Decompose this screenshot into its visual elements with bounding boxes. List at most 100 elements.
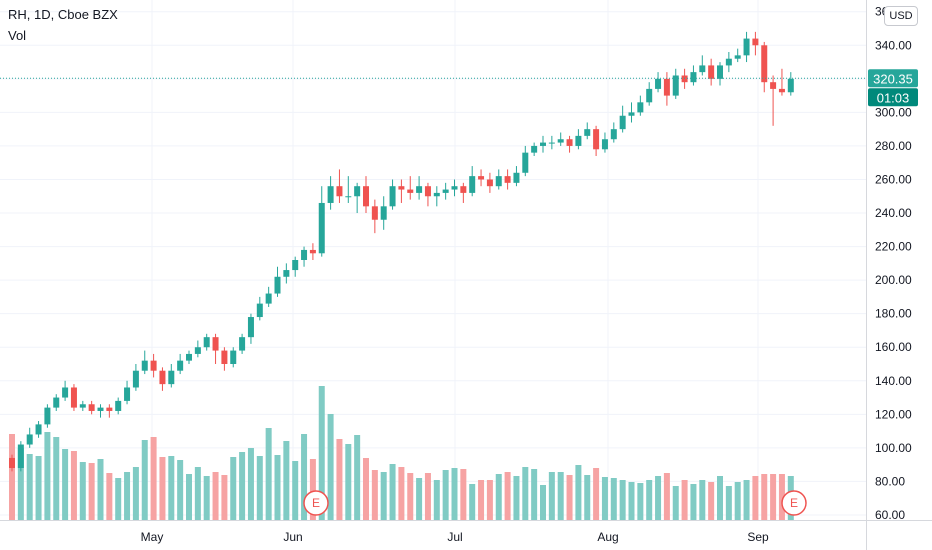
candle-body: [495, 176, 502, 187]
price-tick-label: 120.00: [875, 407, 912, 421]
candle-body: [371, 206, 378, 220]
volume-bar: [35, 456, 42, 520]
volume-bar: [150, 437, 157, 520]
candle-body: [717, 65, 723, 79]
volume-bar: [672, 486, 679, 520]
candle-body: [672, 75, 679, 96]
candle-body: [424, 186, 431, 197]
candle-body: [221, 350, 228, 364]
volume-bar: [416, 478, 423, 520]
candle-body: [566, 139, 573, 146]
time-axis-labels[interactable]: AprMayJunJulAugSep: [0, 530, 769, 544]
candle-body: [79, 404, 86, 408]
volume-bar: [44, 432, 51, 520]
candle-body: [787, 78, 794, 93]
price-tick-label: 80.00: [875, 474, 905, 488]
candle-body: [601, 139, 608, 150]
candle-body: [336, 186, 343, 197]
volume-label[interactable]: Vol: [8, 28, 27, 43]
volume-bar: [203, 476, 210, 520]
candle-body: [407, 189, 414, 193]
volume-bar: [88, 463, 95, 520]
price-tick-label: 260.00: [875, 172, 912, 186]
candle-body: [274, 276, 281, 294]
candle-body: [504, 176, 511, 183]
candle-body: [363, 186, 369, 207]
volume-bar: [106, 473, 113, 520]
candle-body: [141, 360, 148, 371]
candle-body: [469, 176, 476, 193]
candle-body: [53, 397, 60, 408]
volume-bar: [70, 451, 77, 520]
candle-body: [168, 370, 175, 385]
volume-bar: [690, 484, 697, 520]
candle-body: [743, 38, 750, 56]
countdown-tag-bg: [868, 88, 918, 107]
candle-body: [770, 82, 777, 89]
volume-bar: [708, 482, 715, 520]
time-axis-label: Aug: [597, 530, 618, 544]
candle-body: [26, 434, 33, 445]
volume-bar: [548, 472, 555, 520]
candle-body: [646, 88, 653, 103]
volume-bar: [141, 440, 148, 520]
volume-bar: [681, 480, 688, 520]
volume-bar: [230, 457, 237, 520]
candle-body: [557, 139, 564, 143]
candle-body: [230, 350, 237, 364]
volume-bar: [345, 444, 352, 520]
candle-body: [548, 142, 555, 144]
candle-body: [752, 38, 759, 46]
candle-body: [531, 145, 538, 153]
candle-body: [575, 135, 582, 146]
volume-bar: [752, 476, 759, 520]
earnings-marker[interactable]: [781, 490, 807, 516]
price-tick-label: 60.00: [875, 508, 905, 522]
candle-body: [584, 129, 591, 136]
candle-body: [708, 65, 715, 79]
volume-bars: [9, 386, 794, 520]
candle-body: [35, 424, 42, 435]
volume-bar: [247, 448, 254, 520]
candle-body: [690, 72, 697, 83]
candle-body: [778, 88, 785, 93]
candle-body: [283, 270, 290, 277]
candle-body: [637, 102, 644, 113]
candle-body: [132, 370, 139, 388]
volume-bar: [734, 482, 741, 520]
volume-bar: [309, 459, 316, 520]
earnings-marker[interactable]: [303, 490, 329, 516]
candle-body: [663, 78, 670, 96]
time-axis-label: May: [141, 530, 164, 544]
candle-body: [451, 186, 458, 190]
volume-bar: [566, 475, 573, 520]
volume-bar: [283, 441, 290, 520]
volume-bar: [460, 469, 467, 520]
candle-body: [380, 206, 387, 220]
chart-title[interactable]: RH, 1D, Cboe BZX: [8, 7, 118, 22]
earnings-marker-label: E: [312, 496, 320, 510]
volume-bar: [540, 485, 546, 520]
volume-bar: [575, 465, 582, 520]
price-tick-label: 100.00: [875, 441, 912, 455]
volume-bar: [115, 478, 122, 520]
candle-body: [88, 404, 95, 411]
candle-body: [540, 142, 546, 146]
volume-bar: [97, 459, 104, 520]
volume-bar: [336, 439, 343, 520]
time-axis-label: Sep: [747, 530, 769, 544]
candle-body: [70, 387, 77, 408]
volume-bar: [433, 480, 440, 520]
volume-bar: [495, 474, 502, 520]
volume-bar: [407, 473, 414, 520]
volume-bar: [301, 434, 308, 520]
volume-bar: [194, 467, 201, 520]
candle-body: [62, 387, 69, 398]
last-price-value: 320.35: [873, 71, 913, 86]
volume-bar: [389, 464, 396, 520]
volume-bar: [478, 480, 485, 520]
currency-button[interactable]: USD: [884, 6, 918, 26]
candle-body: [44, 407, 51, 425]
